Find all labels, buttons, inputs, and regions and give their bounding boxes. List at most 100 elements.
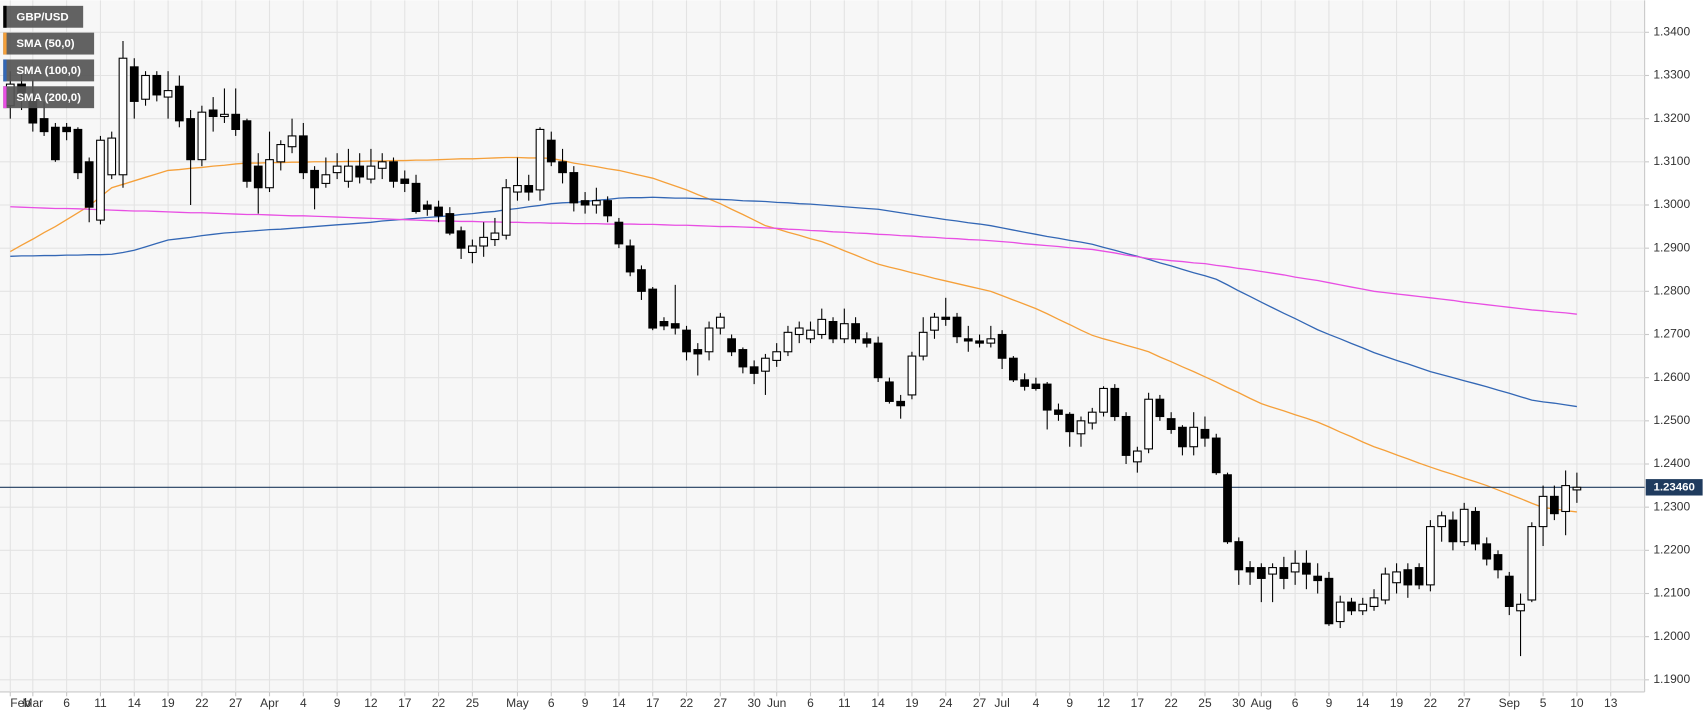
candle-body-down (828, 320, 838, 340)
candle-body-down (39, 118, 49, 133)
x-tick-label: 14 (612, 696, 626, 710)
x-tick-label: 22 (1164, 696, 1178, 710)
candle-body-down (242, 120, 252, 182)
candle-body-up (377, 161, 387, 169)
x-tick-label: 10 (1570, 696, 1584, 710)
candle-body-up (772, 351, 782, 361)
x-tick-label: Jun (767, 696, 786, 710)
candle-body-up (986, 338, 996, 344)
candle-body-down (941, 316, 951, 320)
candle-body-up (163, 90, 173, 98)
x-tick-label: 14 (871, 696, 885, 710)
candle-body-up (761, 357, 770, 372)
sma-line (10, 206, 1577, 315)
candle-body-up (479, 236, 489, 247)
candle-body-down (682, 329, 691, 353)
candle-body-up (1099, 387, 1108, 413)
candle-body-up (344, 165, 353, 182)
y-tick-label: 1.3200 (1653, 111, 1690, 125)
candle-body-down (580, 200, 590, 206)
candle-body-up (321, 174, 331, 184)
axes: 1.3400 1.3300 1.3200 1.3100 1.3000 1.2900 1.28… (9, 24, 1703, 710)
candle-body-up (1369, 597, 1379, 608)
x-tick-label: 5 (1540, 696, 1547, 710)
candle-body-down (1008, 357, 1018, 381)
candle-body-up (1076, 420, 1086, 435)
x-tick-label: Mar (22, 696, 43, 710)
candle-body-up (1358, 603, 1368, 612)
y-tick-label: 1.3400 (1653, 24, 1690, 38)
candle-body-down (1414, 567, 1424, 586)
candle-body-down (524, 185, 534, 193)
legend-swatch (3, 59, 7, 82)
candle-body-down (73, 128, 83, 174)
candle-body-up (366, 165, 376, 180)
candle-body-up (817, 318, 827, 336)
candle-body-down (84, 161, 94, 208)
x-tick-label: 17 (646, 696, 660, 710)
y-tick-label: 1.2900 (1653, 240, 1690, 254)
candle-body-up (715, 316, 725, 329)
legend-label: SMA (100,0) (16, 65, 81, 77)
legend-box (3, 86, 95, 109)
x-tick-label: 4 (300, 696, 307, 710)
y-tick-label: 1.2500 (1653, 413, 1690, 427)
candle-body-up (513, 185, 522, 193)
candle-body-down (851, 323, 860, 340)
candle-body-down (422, 204, 432, 210)
candle-body-down (637, 269, 646, 292)
plot-background (0, 0, 1645, 692)
candle-body-down (50, 126, 60, 161)
candle-body-down (1054, 409, 1063, 415)
candle-body-up (1426, 526, 1435, 586)
candle-body-up (118, 57, 128, 176)
candle-body-up (806, 329, 815, 340)
candle-body-down (1448, 519, 1458, 543)
x-tick-label: 9 (334, 696, 341, 710)
candle-body-down (445, 213, 455, 234)
x-tick-label: 14 (1356, 696, 1370, 710)
candle-body-up (1268, 567, 1277, 575)
candle-body-up (1189, 426, 1199, 448)
legend-box (3, 59, 95, 82)
candle-body-down (400, 178, 410, 184)
x-tick-label: 13 (1604, 696, 1618, 710)
y-tick-label: 1.2200 (1653, 543, 1690, 557)
candle-body-up (930, 316, 939, 331)
candle-body-down (355, 165, 365, 178)
x-tick-label: 6 (807, 696, 814, 710)
x-tick-label: 4 (1033, 696, 1040, 710)
current-price-box (1645, 479, 1703, 496)
x-tick-label: 9 (1066, 696, 1073, 710)
candle-body-up (1392, 571, 1401, 584)
candle-body-up (276, 144, 286, 163)
candle-body-down (1110, 387, 1120, 418)
candle-body-down (62, 126, 72, 133)
grid (0, 0, 1645, 692)
x-tick-label: 22 (680, 696, 694, 710)
x-tick-label: 17 (1131, 696, 1145, 710)
candle-body-down (963, 338, 973, 342)
x-tick-label: 22 (195, 696, 209, 710)
candle-body-down (1234, 541, 1244, 571)
legend-box (3, 32, 95, 55)
x-tick-label: 24 (939, 696, 953, 710)
candle-body-up (704, 327, 714, 353)
y-tick-label: 1.2700 (1653, 327, 1690, 341)
y-tick-label: 1.2400 (1653, 456, 1690, 470)
x-tick-label: 19 (1390, 696, 1404, 710)
candle-body-down (208, 109, 218, 118)
candle-body-down (873, 342, 883, 379)
x-tick-label: 25 (466, 696, 480, 710)
candle-body-up (591, 200, 601, 206)
x-tick-label: 19 (905, 696, 919, 710)
candle-body-down (546, 139, 556, 163)
candle-body-up (1380, 573, 1390, 601)
y-tick-label: 1.3000 (1653, 197, 1690, 211)
candle-body-up (1437, 515, 1447, 528)
candles (5, 40, 1582, 657)
x-tick-label: Aug (1251, 696, 1272, 710)
